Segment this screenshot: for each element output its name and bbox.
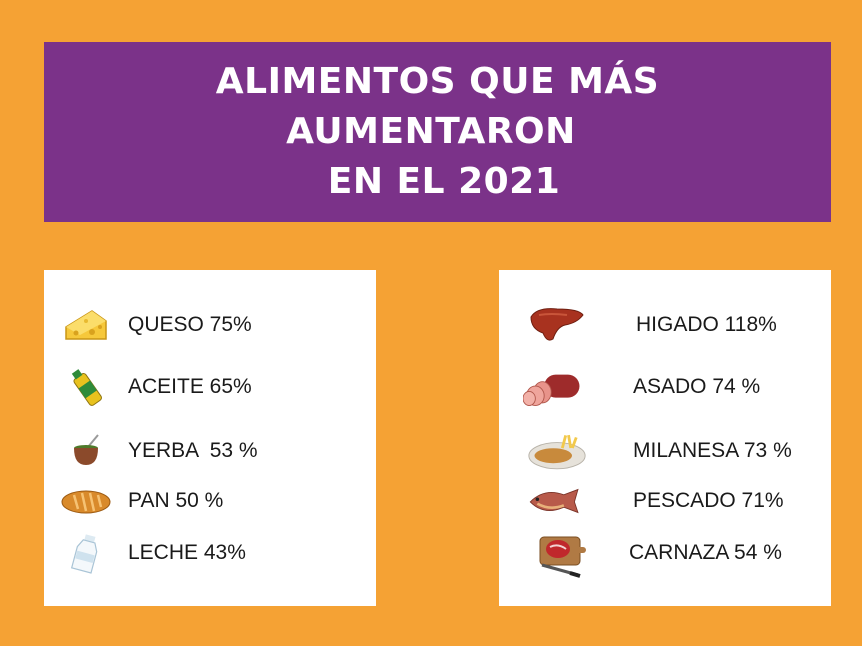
item-label: MILANESA 73 % xyxy=(633,439,792,462)
oil-bottle-icon xyxy=(56,362,116,412)
title-line-2: AUMENTARON xyxy=(286,111,589,152)
list-item-queso: QUESO 75% xyxy=(44,298,376,352)
item-label: LECHE 43% xyxy=(128,541,246,564)
right-card: HIGADO 118% ASADO 74 % MILANESA 73 % xyxy=(499,270,831,606)
item-label: HIGADO 118% xyxy=(636,313,777,336)
list-item-pescado: PESCADO 71% xyxy=(499,474,831,528)
item-label: PESCADO 71% xyxy=(633,489,784,512)
item-label: QUESO 75% xyxy=(128,313,252,336)
list-item-higado: HIGADO 118% xyxy=(499,298,831,352)
cheese-icon xyxy=(56,300,116,350)
title-line-3: EN EL 2021 xyxy=(314,161,561,202)
bread-icon xyxy=(56,476,116,526)
list-item-aceite: ACEITE 65% xyxy=(44,360,376,414)
milk-bottle-icon xyxy=(56,528,116,578)
title-line-1: ALIMENTOS QUE MÁS xyxy=(215,61,660,102)
liver-icon xyxy=(527,300,587,350)
list-item-leche: LECHE 43% xyxy=(44,526,376,580)
item-label: YERBA 53 % xyxy=(128,439,258,462)
list-item-yerba: YERBA 53 % xyxy=(44,424,376,478)
item-label: CARNAZA 54 % xyxy=(629,541,782,564)
list-item-asado: ASADO 74 % xyxy=(499,360,831,414)
item-label: ACEITE 65% xyxy=(128,375,252,398)
list-item-carnaza: CARNAZA 54 % xyxy=(499,526,831,580)
item-label: PAN 50 % xyxy=(128,489,224,512)
item-label: ASADO 74 % xyxy=(633,375,761,398)
meat-roll-icon xyxy=(523,362,583,412)
milanesa-plate-icon xyxy=(527,426,587,476)
fish-icon xyxy=(525,476,585,526)
steak-board-icon xyxy=(533,528,593,578)
title-banner: ALIMENTOS QUE MÁS AUMENTARON EN EL 2021 xyxy=(44,42,831,222)
list-item-milanesa: MILANESA 73 % xyxy=(499,424,831,478)
mate-icon xyxy=(56,426,116,476)
list-item-pan: PAN 50 % xyxy=(44,474,376,528)
left-card: QUESO 75% ACEITE 65% YERBA 53 % xyxy=(44,270,376,606)
